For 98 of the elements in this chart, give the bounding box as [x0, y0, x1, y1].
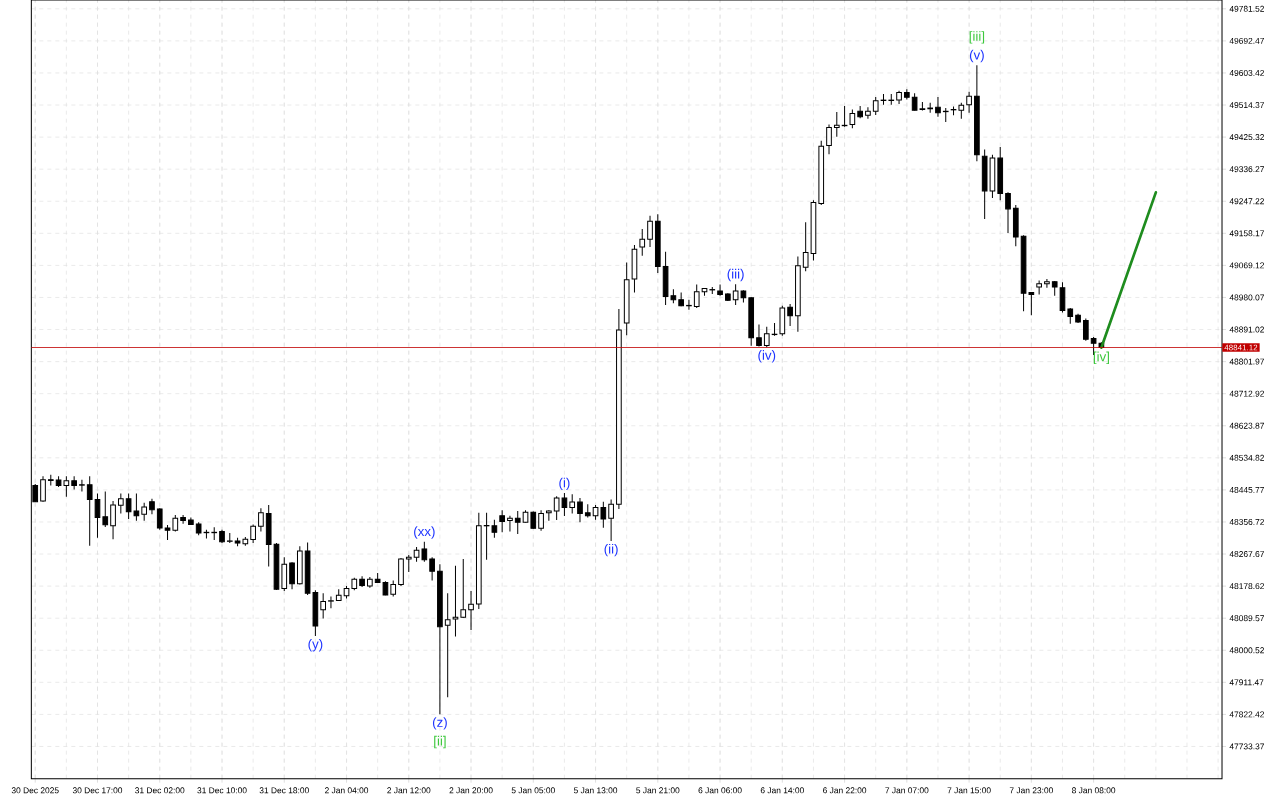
- candlestick: [787, 303, 793, 327]
- y-tick-label: 49692.47: [1229, 37, 1264, 44]
- candlestick: [872, 96, 879, 116]
- annotation: (z): [432, 717, 447, 730]
- candlestick: [546, 509, 552, 522]
- y-tick-label: 49069.12: [1229, 262, 1264, 269]
- candlestick: [507, 515, 513, 533]
- x-tick-label: 2 Jan 12:00: [387, 787, 431, 794]
- candlestick: [1036, 280, 1042, 296]
- y-tick-label: 49247.22: [1229, 198, 1264, 205]
- annotation: (ii): [604, 543, 618, 557]
- y-tick-label: 48267.67: [1229, 551, 1264, 558]
- y-tick-label: 48801.97: [1229, 358, 1264, 365]
- candlestick: [849, 108, 856, 129]
- candlestick: [40, 475, 46, 503]
- candlestick: [110, 500, 116, 540]
- annotation: [iii]: [969, 31, 985, 44]
- candlestick: [538, 509, 544, 532]
- y-tick-label: 47822.42: [1229, 711, 1264, 718]
- x-tick-label: 31 Dec 18:00: [259, 787, 309, 794]
- candlestick: [514, 510, 521, 535]
- y-tick-label: 48980.07: [1229, 294, 1264, 301]
- x-tick-label: 31 Dec 10:00: [197, 787, 247, 794]
- candlestick: [499, 509, 505, 533]
- x-tick-label: 6 Jan 14:00: [760, 787, 804, 794]
- y-tick-label: 49425.32: [1229, 134, 1264, 141]
- candlestick: [865, 106, 871, 120]
- annotation: [ii]: [434, 735, 446, 749]
- candlestick: [608, 499, 614, 542]
- candlestick: [693, 284, 700, 309]
- x-tick-label: 6 Jan 06:00: [698, 787, 742, 794]
- candlestick: [569, 493, 576, 515]
- y-tick-label: 48178.62: [1229, 583, 1264, 590]
- candlestick: [833, 111, 840, 138]
- y-tick-label: 48445.77: [1229, 486, 1264, 493]
- x-tick-label: 30 Dec 17:00: [72, 787, 123, 794]
- y-tick-label: 48356.72: [1229, 518, 1264, 525]
- candlestick: [180, 514, 186, 525]
- y-tick-label: 48623.87: [1229, 422, 1264, 429]
- candlestick: [156, 507, 163, 531]
- candlestick: [763, 326, 770, 348]
- ref-line-label: 48841.12: [1224, 344, 1258, 351]
- y-tick-label: 48712.92: [1229, 390, 1264, 397]
- y-tick-label: 48534.82: [1229, 454, 1264, 461]
- candlestick: [320, 592, 327, 619]
- candlestick: [429, 556, 435, 582]
- y-tick-label: 47733.37: [1229, 743, 1264, 750]
- candlestick: [935, 96, 941, 118]
- annotation: [iv]: [1093, 351, 1109, 364]
- annotation: (y): [308, 638, 323, 652]
- candlestick: [857, 105, 863, 119]
- x-tick-label: 7 Jan 23:00: [1009, 787, 1053, 794]
- candlestick: [258, 507, 264, 533]
- x-tick-label: 30 Dec 2025: [11, 787, 59, 794]
- annotation: (i): [559, 477, 570, 491]
- candlestick: [1082, 317, 1089, 342]
- x-tick-label: 5 Jan 05:00: [511, 787, 555, 794]
- x-tick-label: 2 Jan 04:00: [324, 787, 369, 794]
- x-tick-label: 7 Jan 15:00: [947, 787, 991, 794]
- y-tick-label: 49514.37: [1229, 102, 1264, 108]
- y-tick-label: 48000.52: [1229, 647, 1264, 654]
- y-tick-label: 47911.47: [1229, 679, 1264, 686]
- candlestick: [826, 124, 832, 155]
- x-tick-label: 2 Jan 20:00: [449, 787, 493, 794]
- x-tick-label: 6 Jan 22:00: [823, 787, 867, 794]
- x-tick-label: 31 Dec 02:00: [135, 787, 185, 794]
- candlestick: [639, 228, 646, 257]
- candlestick: [717, 284, 723, 297]
- candlestick: [1005, 191, 1011, 234]
- candlestick: [289, 561, 295, 590]
- x-tick-label: 8 Jan 08:00: [1072, 787, 1116, 794]
- candlestick: [71, 475, 77, 490]
- candlestick: [250, 523, 256, 544]
- candlestick: [577, 497, 583, 523]
- y-tick-label: 48089.57: [1229, 615, 1264, 622]
- x-tick-label: 7 Jan 07:00: [885, 787, 929, 794]
- x-tick-label: 5 Jan 21:00: [636, 787, 680, 794]
- candlestick: [1044, 278, 1050, 289]
- x-tick-label: 5 Jan 13:00: [573, 787, 618, 794]
- candlestick: [647, 215, 653, 248]
- candlestick: [141, 502, 148, 522]
- candlestick: [79, 479, 85, 493]
- y-tick-label: 49336.27: [1229, 166, 1264, 173]
- annotation: (iii): [727, 268, 744, 282]
- candlestick: [460, 558, 467, 619]
- y-tick-label: 49158.17: [1229, 230, 1264, 237]
- annotation: (v): [969, 49, 984, 63]
- candlestick: [468, 590, 474, 631]
- y-tick-label: 48891.02: [1229, 326, 1264, 333]
- annotation: (xx): [414, 526, 435, 539]
- candlestick: [86, 475, 93, 547]
- candlestick: [118, 492, 124, 515]
- candlestick: [102, 491, 109, 528]
- annotation: (iv): [758, 350, 776, 363]
- y-tick-label: 49781.52: [1229, 5, 1264, 12]
- candlestick: [328, 595, 334, 609]
- y-tick-label: 49603.42: [1229, 69, 1264, 76]
- candlestick: [966, 91, 972, 114]
